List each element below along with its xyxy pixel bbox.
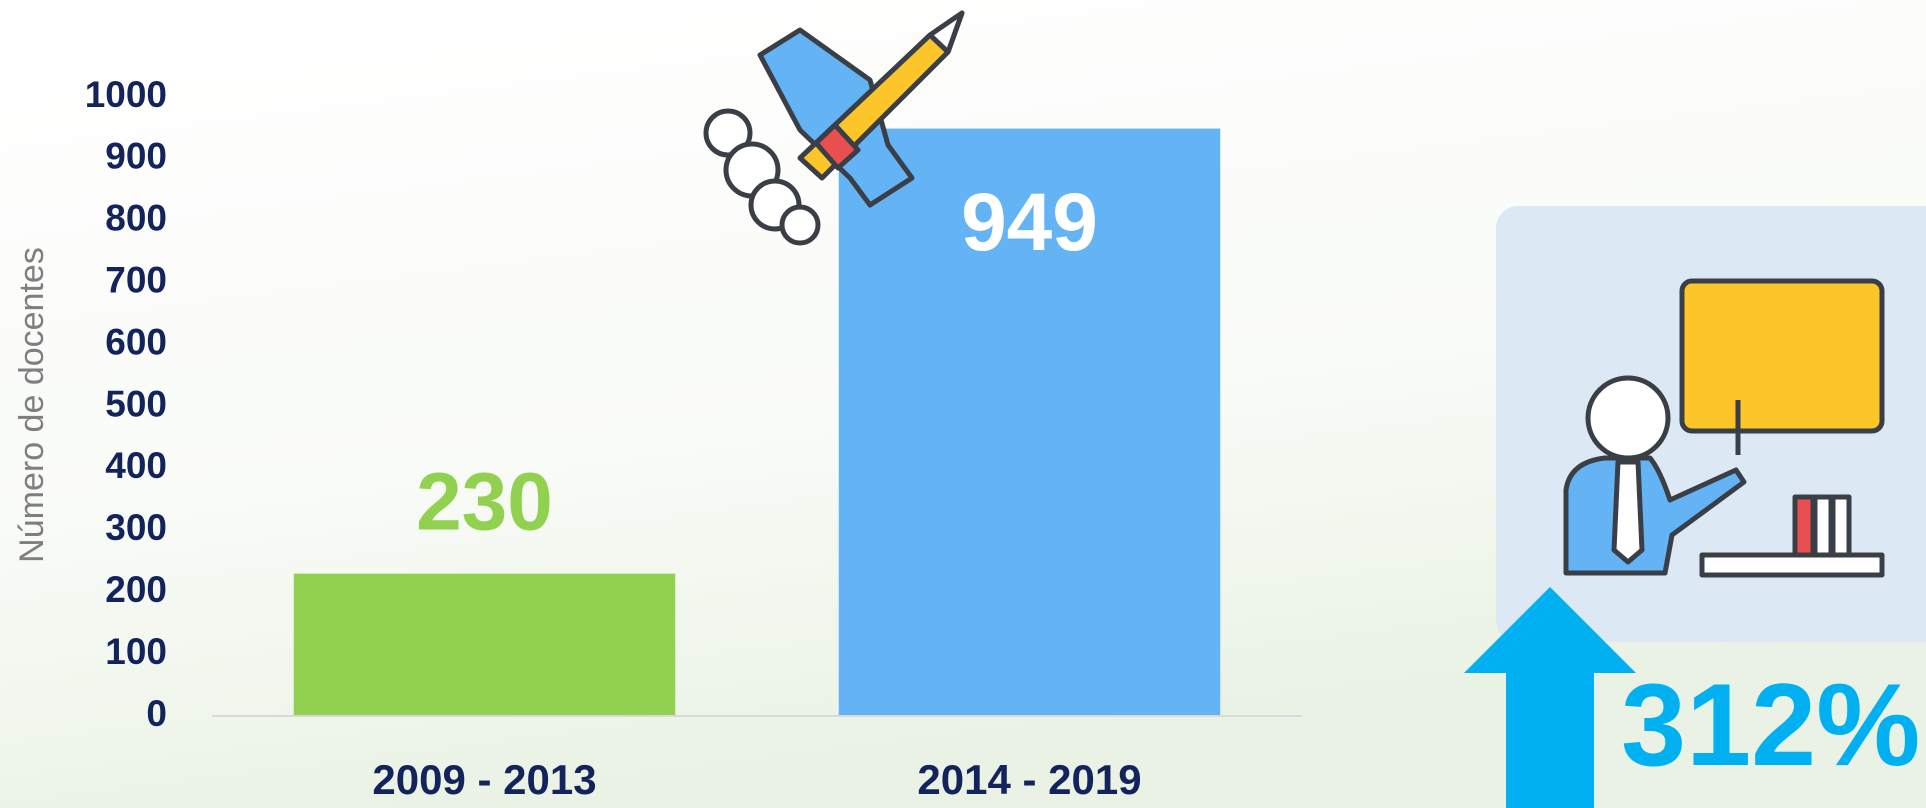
y-tick-label: 100 <box>105 631 167 672</box>
y-tick-label: 500 <box>105 383 167 424</box>
bar <box>294 574 676 716</box>
value-label: 949 <box>961 177 1098 268</box>
y-tick-label: 400 <box>105 445 167 486</box>
y-tick-label: 0 <box>146 693 167 734</box>
growth-annotation: 312% <box>1621 659 1920 790</box>
y-tick-label: 200 <box>105 569 167 610</box>
y-tick-label: 1000 <box>85 74 167 115</box>
y-tick-label: 600 <box>105 321 167 362</box>
y-tick-label: 700 <box>105 259 167 300</box>
y-tick-label: 800 <box>105 198 167 239</box>
y-axis-label: Número de docentes <box>13 247 51 563</box>
chart: Número de docentes 312% 0 100 200 300 400 500… <box>0 0 1926 808</box>
page: {"chart_data": {"type": "bar", "y_label"… <box>0 0 1926 808</box>
y-tick-label: 900 <box>105 136 167 177</box>
y-tick-label: 300 <box>105 507 167 548</box>
x-tick-label: 2009 - 2013 <box>372 756 596 803</box>
value-label: 230 <box>416 456 553 547</box>
x-tick-label: 2014 - 2019 <box>917 756 1141 803</box>
